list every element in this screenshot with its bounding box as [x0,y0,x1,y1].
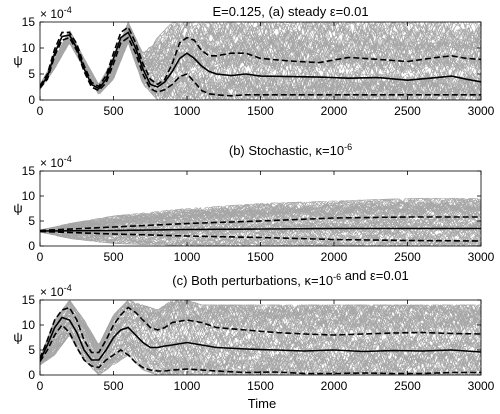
lower-line [40,36,481,97]
realization-line [40,305,481,361]
realization-line [40,210,481,232]
y-tick-label: 0 [28,239,35,253]
realization-line [40,201,481,231]
realization-line [40,300,481,359]
y-tick-label: 15 [22,15,36,29]
realization-line [40,38,481,100]
lower-line [40,230,481,242]
y-tick-label: 0 [28,93,35,107]
x-tick-label: 3000 [468,104,495,118]
ensemble-lines [40,22,481,100]
realization-line [40,318,481,363]
y-tick-label: 5 [28,343,35,357]
panel-title: (c) Both perturbations, κ=10-6 and ε=0.0… [172,268,408,288]
x-tick-label: 3000 [468,250,495,264]
x-tick-label: 0 [37,104,44,118]
x-tick-label: 500 [103,104,123,118]
x-tick-label: 2500 [394,250,421,264]
realization-line [40,35,481,91]
realization-line [40,228,481,244]
y-tick-label: 0 [28,368,35,382]
x-tick-label: 500 [103,250,123,264]
panel-2: 0 500 1000 1500 2000 2500 3000 0 5 10 15 × 10-4 ψ (b)… [13,142,494,264]
y-tick-label: 15 [22,293,36,307]
x-tick-label: 1500 [247,104,274,118]
y-tick-label: 10 [22,41,36,55]
realization-line [40,301,481,359]
realization-line [40,301,481,359]
realization-line [40,39,481,100]
realization-line [40,29,481,90]
upper-line [40,26,481,88]
panel-title: (b) Stochastic, κ=10-6 [229,142,352,158]
x-tick-label: 1500 [247,379,274,393]
y-exponent-label: × 10-4 [40,5,72,21]
lower-line [40,323,481,375]
x-tick-label: 1500 [247,250,274,264]
x-tick-label: 3000 [468,379,495,393]
y-axis-label: ψ [13,53,22,68]
realization-line [40,218,481,235]
y-tick-label: 15 [22,164,36,178]
upper-line [40,306,481,359]
mean-line [40,31,481,90]
panel-3: 0 500 1000 1500 2000 2500 3000 0 5 10 15 × 10-4 ψ (c)… [13,268,494,393]
realization-line [40,40,481,100]
x-tick-label: 2500 [394,379,421,393]
panel-title: E=0.125, (a) steady ε=0.01 [212,4,368,19]
y-exponent-label: × 10-4 [40,283,72,299]
realization-line [40,31,481,91]
y-axis-label: ψ [13,201,22,216]
ensemble-lines [40,197,481,246]
realization-line [40,197,481,231]
realization-line [40,330,481,373]
x-tick-label: 2000 [321,379,348,393]
realization-line [40,327,481,375]
x-tick-label: 0 [37,250,44,264]
x-axis-label: Time [248,396,276,411]
upper-line [40,216,481,232]
panel-1: 0 500 1000 1500 2000 2500 3000 0 5 10 15 × 10-4 ψ E=0… [13,4,494,118]
y-exponent-label: × 10-4 [40,154,72,170]
realization-line [40,28,481,89]
realization-line [40,314,481,362]
x-tick-label: 500 [103,379,123,393]
y-axis-label: ψ [13,330,22,345]
x-tick-label: 1000 [174,104,201,118]
x-tick-label: 1000 [174,250,201,264]
realization-line [40,333,481,375]
x-tick-label: 2000 [321,104,348,118]
y-tick-label: 5 [28,67,35,81]
realization-line [40,302,481,360]
realization-line [40,202,481,231]
y-tick-label: 10 [22,189,36,203]
x-tick-label: 2000 [321,250,348,264]
x-tick-label: 1000 [174,379,201,393]
realization-line [40,42,481,100]
realization-line [40,311,481,360]
mean-line [40,316,481,361]
y-tick-label: 10 [22,318,36,332]
y-tick-label: 5 [28,214,35,228]
x-tick-label: 2500 [394,104,421,118]
x-tick-label: 0 [37,379,44,393]
realization-line [40,322,481,369]
ensemble-lines [40,300,481,375]
realization-line [40,222,481,239]
realization-line [40,204,481,231]
realization-line [40,333,481,375]
mean-line [40,227,481,232]
